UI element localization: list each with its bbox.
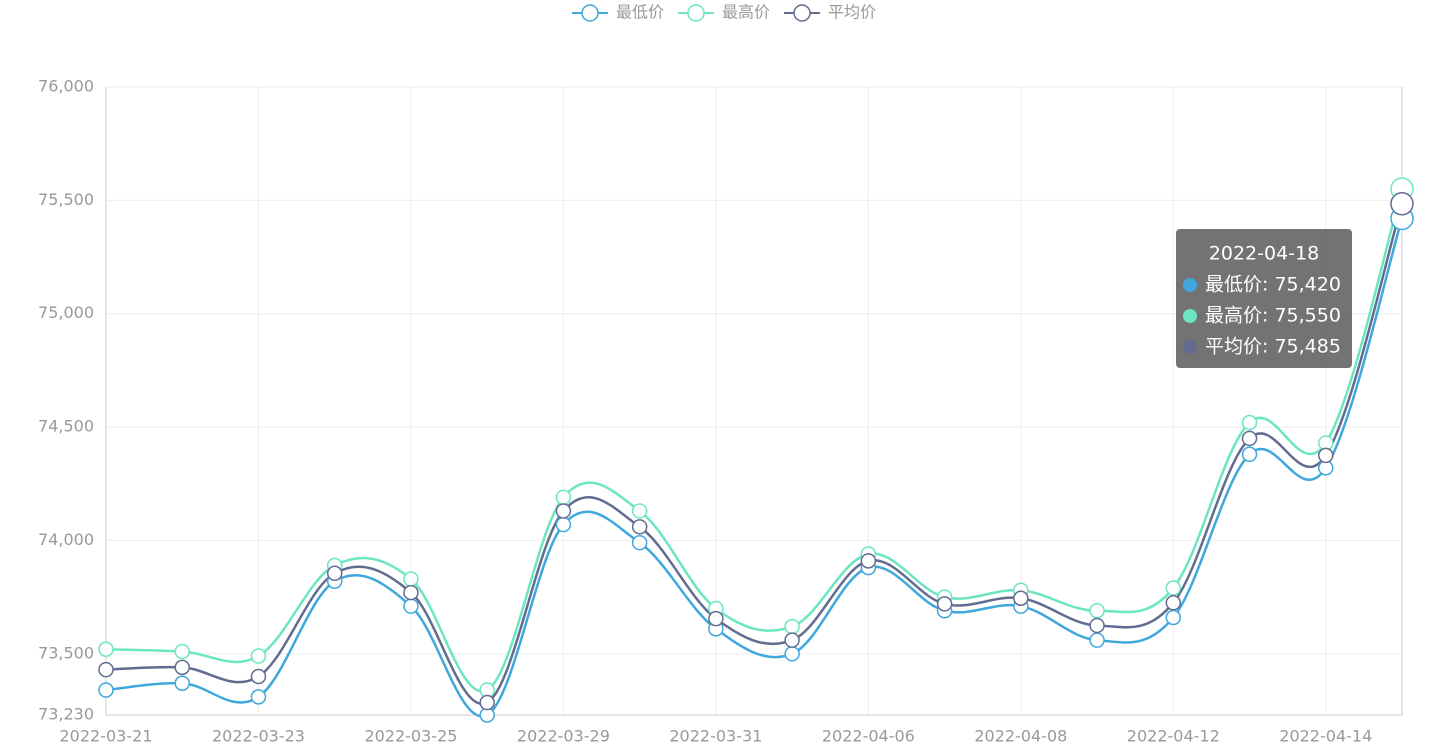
data-point [174, 675, 190, 692]
data-point [555, 516, 572, 533]
data-point [326, 565, 343, 582]
y-tick-label: 75,500 [38, 190, 94, 209]
tooltip-line: 最高价: 75,550 [1205, 305, 1341, 327]
x-tick-label: 2022-03-23 [212, 727, 305, 746]
data-point [1318, 447, 1334, 464]
data-point [250, 648, 267, 664]
x-tick-label: 2022-04-08 [974, 727, 1067, 746]
data-point [631, 503, 648, 519]
data-point [403, 598, 419, 614]
data-point [784, 618, 800, 635]
x-tick-label: 2022-03-21 [60, 727, 153, 746]
data-point [631, 534, 648, 551]
data-point [250, 668, 267, 685]
data-point [1089, 617, 1105, 634]
data-point [936, 596, 953, 612]
series-line [105, 188, 1404, 693]
legend-icon [581, 4, 599, 22]
y-tick-label: 75,000 [38, 303, 94, 322]
tooltip-line: 平均价: 75,485 [1205, 336, 1341, 358]
x-tick-label: 2022-03-31 [669, 727, 762, 746]
legend-icon [793, 4, 811, 22]
data-point [555, 503, 572, 519]
data-point [708, 610, 724, 627]
data-point [860, 553, 877, 569]
x-tick-label: 2022-04-12 [1127, 727, 1220, 746]
series-line [105, 203, 1404, 706]
legend-icon [687, 4, 705, 22]
data-point [98, 641, 114, 658]
data-point [479, 694, 495, 711]
data-point [98, 682, 114, 698]
tooltip-dot [1183, 340, 1197, 354]
legend: 最低价 最高价 平均价 [572, 3, 876, 22]
data-point [1089, 632, 1105, 648]
data-point [555, 489, 572, 506]
data-point [1390, 192, 1414, 216]
x-tick-label: 2022-04-14 [1279, 727, 1372, 746]
x-tick-label: 2022-03-25 [364, 727, 457, 746]
data-point [631, 519, 648, 535]
data-point [1165, 580, 1182, 596]
data-point [1089, 602, 1105, 619]
data-point [1165, 595, 1182, 611]
x-tick-label: 2022-03-29 [517, 727, 610, 746]
tooltip-dot [1183, 278, 1197, 292]
data-point [174, 659, 190, 676]
y-tick-label: 74,000 [38, 530, 94, 549]
tooltip-title: 2022-04-18 [1209, 243, 1319, 265]
data-point [174, 643, 190, 660]
data-point [1241, 414, 1258, 431]
data-point [98, 661, 114, 678]
y-tick-label: 73,230 [38, 705, 94, 724]
tooltip: 2022-04-18 最低价: 75,420 最高价: 75,550 平均价: 75,… [1176, 229, 1352, 368]
tooltip-dot [1183, 309, 1197, 323]
data-point [1241, 446, 1258, 463]
data-point [1165, 609, 1182, 626]
y-tick-label: 73,500 [38, 643, 94, 662]
tooltip-box [1176, 229, 1352, 368]
tooltip-line: 最低价: 75,420 [1205, 274, 1341, 296]
y-tick-label: 76,000 [38, 77, 94, 96]
legend-label: 最高价 [722, 3, 770, 22]
legend-label: 平均价 [828, 3, 876, 22]
data-point [1241, 430, 1258, 447]
legend-label: 最低价 [616, 3, 664, 22]
x-tick-label: 2022-04-06 [822, 727, 915, 746]
data-point [403, 571, 419, 587]
data-point [1013, 590, 1029, 606]
y-tick-label: 74,500 [38, 417, 94, 436]
data-point [250, 689, 267, 705]
data-point [784, 632, 800, 648]
data-point [784, 646, 800, 662]
data-point [403, 584, 419, 601]
